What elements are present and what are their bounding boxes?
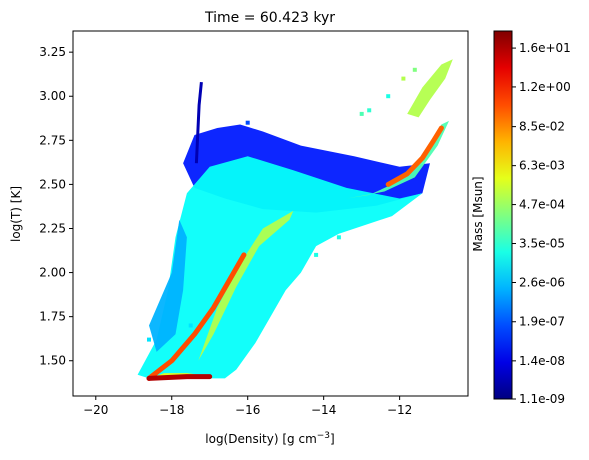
y-tick-label: 2.75 (39, 133, 66, 147)
y-tick-label: 3.25 (39, 45, 66, 59)
scatter-cell-7 (245, 120, 250, 125)
region-high-density-top (407, 59, 453, 118)
x-tick-label: −18 (159, 403, 184, 417)
x-tick-label: −14 (311, 403, 336, 417)
y-tick-label: 2.50 (39, 177, 66, 191)
y-tick-label: 1.75 (39, 310, 66, 324)
colorbar-tick-label: 1.1e-09 (519, 392, 565, 406)
colorbar-tick-label: 1.6e+01 (519, 41, 571, 55)
ridge-hot-ridge (385, 125, 444, 187)
plot-frame (72, 30, 469, 397)
scatter-cell-8 (314, 252, 319, 257)
colorbar (493, 30, 513, 400)
region-left-wing (149, 219, 187, 352)
colorbar-tick-label: 3.5e-05 (519, 237, 565, 251)
colorbar-tick-label: 1.2e+00 (519, 80, 571, 94)
scatter-cell-9 (336, 235, 341, 240)
ridge-low-mass-spike (194, 81, 203, 164)
colorbar-tick-label: 6.3e-03 (519, 159, 565, 173)
scatter-cell-2 (401, 76, 406, 81)
density-regions (137, 59, 453, 379)
chart-title: Time = 60.423 kyr (204, 10, 335, 26)
x-tick-label: −16 (235, 403, 260, 417)
ridge-cold-ridge (146, 252, 247, 381)
region-main-body (137, 156, 423, 379)
y-tick-label: 1.50 (39, 354, 66, 368)
scatter-cell-1 (367, 108, 372, 113)
scatter-cell-4 (386, 94, 391, 99)
scatter-cell-5 (188, 323, 193, 328)
scatter-cells (147, 67, 417, 342)
colorbar-label: Mass [Msun] (471, 176, 485, 251)
colorbar-tick-label: 2.6e-06 (519, 276, 565, 290)
colorbar-tick-label: 8.5e-02 (519, 120, 565, 134)
y-axis-ticks: 1.50 1.75 2.00 2.25 2.50 2.75 3.00 3.25 (39, 45, 73, 368)
region-dense-tail (346, 120, 449, 199)
scatter-cell-3 (412, 67, 417, 72)
ridge-bottom-ridge (146, 374, 213, 381)
x-tick-label: −12 (387, 403, 412, 417)
scatter-cell-0 (359, 111, 364, 116)
x-axis-label: log(Density) [g cm−3] (205, 431, 334, 446)
plot-area (137, 59, 453, 381)
colorbar-tick-label: 1.9e-07 (519, 315, 565, 329)
y-tick-label: 3.00 (39, 89, 66, 103)
x-axis-label-exponent: −3 (317, 431, 330, 441)
x-axis-label-close: ] (330, 432, 335, 446)
scatter-cell-6 (147, 337, 151, 342)
colorbar-tick-label: 1.4e-08 (519, 354, 565, 368)
y-axis-label: log(T) [K] (9, 186, 23, 242)
colorbar-tick-label: 4.7e-04 (519, 198, 565, 212)
x-axis-ticks: −20 −18 −16 −14 −12 (83, 396, 412, 417)
y-tick-label: 2.25 (39, 221, 66, 235)
x-axis-label-main: log(Density) [g cm (205, 432, 317, 446)
x-tick-label: −20 (83, 403, 108, 417)
density-ridges (146, 81, 444, 381)
y-tick-label: 2.00 (39, 266, 66, 280)
colorbar-ticks: 1.1e-09 1.4e-08 1.9e-07 2.6e-06 3.5e-05 4.7e-… (512, 41, 571, 406)
